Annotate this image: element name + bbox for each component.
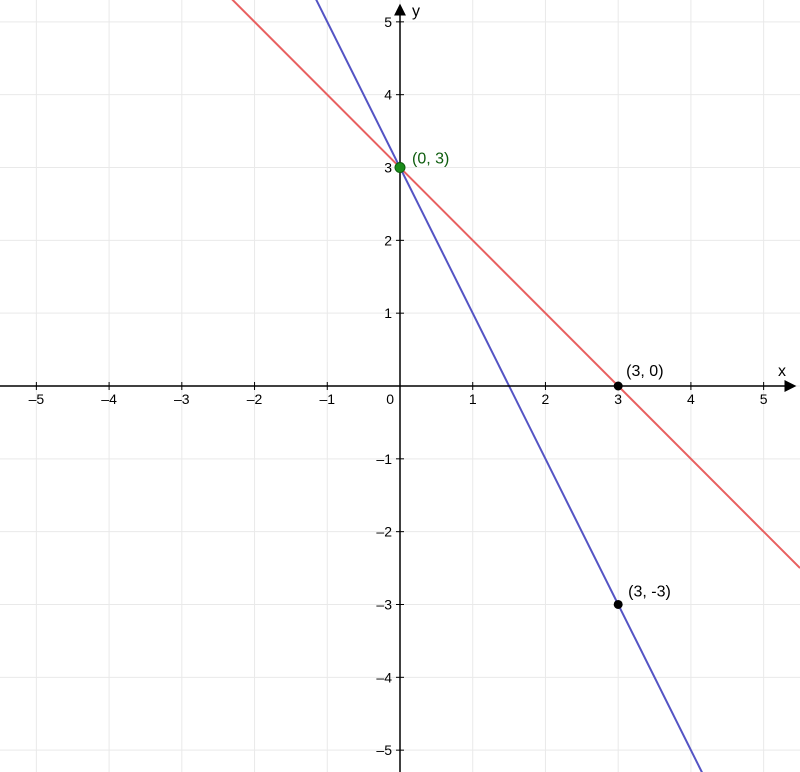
y-tick-label: –4	[376, 669, 392, 685]
point-3-neg3-label: (3, -3)	[628, 583, 671, 600]
x-tick-label: 0	[386, 391, 394, 407]
y-tick-label: –5	[376, 742, 392, 758]
coordinate-chart: –5–4–3–2–1012345–5–4–3–2–112345xy(0, 3)(…	[0, 0, 800, 772]
y-tick-label: –2	[376, 524, 392, 540]
y-axis-label: y	[412, 3, 420, 20]
x-tick-label: 2	[542, 391, 550, 407]
x-tick-label: 5	[760, 391, 768, 407]
y-tick-label: 4	[384, 87, 392, 103]
axes	[0, 6, 794, 772]
point-0-3-label: (0, 3)	[412, 151, 449, 168]
y-tick-label: 2	[384, 232, 392, 248]
point-3-neg3	[614, 600, 622, 608]
x-tick-label: 3	[614, 391, 622, 407]
y-tick-label: 1	[384, 305, 392, 321]
y-tick-label: 3	[384, 160, 392, 176]
y-tick-label: –3	[376, 596, 392, 612]
y-tick-label: –1	[376, 451, 392, 467]
x-tick-label: 1	[469, 391, 477, 407]
x-tick-label: –4	[101, 391, 117, 407]
x-tick-label: –1	[319, 391, 335, 407]
points: (0, 3) (3, 0) (3, -3)	[395, 151, 671, 609]
point-3-0-label: (3, 0)	[626, 363, 663, 380]
x-tick-label: 4	[687, 391, 695, 407]
x-tick-label: –3	[174, 391, 190, 407]
point-0-3	[395, 163, 405, 173]
y-tick-label: 5	[384, 14, 392, 30]
point-3-0	[614, 382, 622, 390]
x-tick-label: –5	[29, 391, 45, 407]
x-tick-label: –2	[247, 391, 263, 407]
x-axis-label: x	[778, 363, 786, 380]
